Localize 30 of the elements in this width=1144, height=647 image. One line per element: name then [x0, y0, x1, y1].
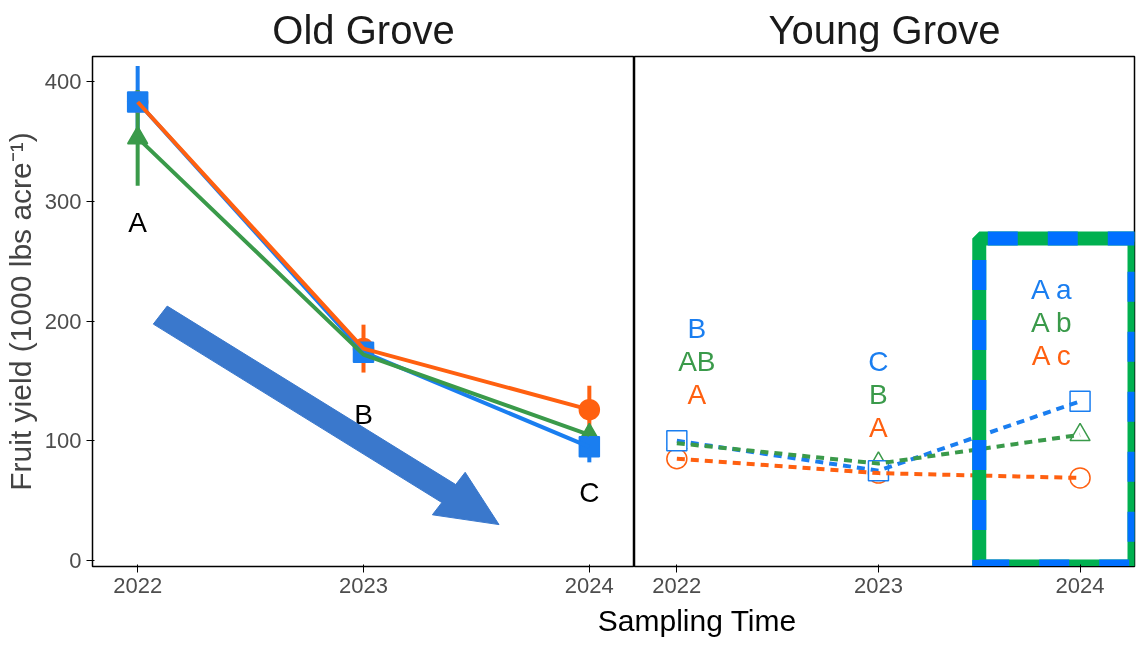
annotation: B	[354, 399, 373, 431]
chart-title: Young Grove	[768, 7, 1001, 52]
x-tick-label: 2023	[853, 572, 903, 598]
point	[1069, 390, 1091, 413]
annotation: A	[687, 379, 707, 411]
x-tick-label: 2023	[339, 572, 388, 598]
y-tick-label: 100	[44, 428, 82, 454]
y-tick-label: 300	[44, 188, 82, 214]
x-tick-label: 2024	[1055, 572, 1105, 598]
x-axis-title: Sampling Time	[597, 603, 797, 639]
annotation: C	[868, 346, 889, 378]
annotation: A b	[1031, 306, 1072, 338]
point	[1069, 467, 1091, 489]
y-tick-label: 0	[69, 548, 82, 574]
y-axis-title: Fruit yield (1000 lbs acre⁻¹)	[3, 132, 37, 491]
x-tick-label: 2024	[564, 572, 614, 598]
x-tick-label: 2022	[652, 572, 702, 598]
annotation: A a	[1031, 273, 1072, 305]
annotation: A	[128, 207, 148, 239]
annotation: AB	[678, 346, 716, 378]
annotation: C	[579, 477, 600, 509]
x-tick-label: 2022	[113, 572, 163, 598]
y-tick-label: 400	[44, 69, 82, 95]
annotation: B	[687, 313, 707, 345]
annotation: A c	[1031, 339, 1071, 371]
annotation: A	[869, 412, 889, 444]
annotation: B	[869, 379, 888, 411]
point	[578, 436, 601, 458]
chart-title: Old Grove	[272, 7, 455, 52]
y-tick-label: 200	[44, 308, 82, 334]
